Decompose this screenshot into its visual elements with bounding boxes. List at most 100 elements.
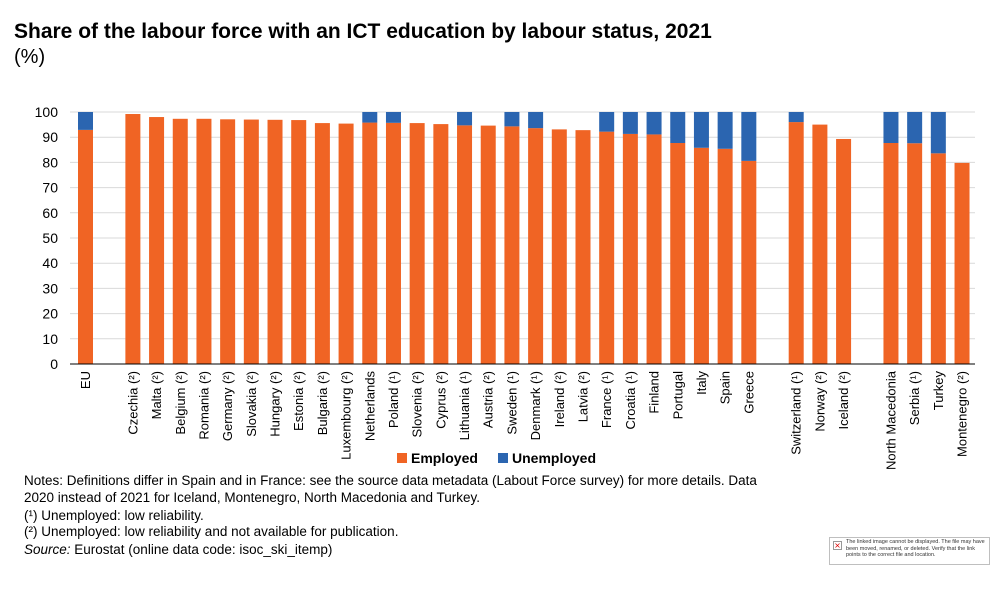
x-tick-label: Bulgaria (²) <box>315 371 330 435</box>
y-tick-label: 0 <box>50 356 58 372</box>
bar-employed-serbia <box>907 143 923 364</box>
broken-image-message: The linked image cannot be displayed. Th… <box>846 539 985 558</box>
bar-employed-italy <box>693 147 709 364</box>
x-tick-label: Iceland (²) <box>836 371 851 430</box>
x-tick-label: Netherlands <box>362 371 377 442</box>
x-tick-label: North Macedonia <box>883 370 898 470</box>
x-tick-label: France (¹) <box>599 371 614 428</box>
y-tick-label: 70 <box>42 180 58 196</box>
x-tick-label: Greece <box>741 371 756 414</box>
bar-employed-poland <box>385 122 401 364</box>
bar-employed-finland <box>646 134 662 364</box>
x-tick-label: Belgium (²) <box>173 371 188 435</box>
bar-employed-croatia <box>622 133 638 364</box>
y-tick-label: 20 <box>42 306 58 322</box>
source-label: Source: <box>24 542 71 557</box>
bar-unemployed-portugal <box>670 112 686 143</box>
y-tick-label: 40 <box>42 255 58 271</box>
bar-employed-switzerland <box>788 122 804 364</box>
bar-unemployed-croatia <box>622 112 638 134</box>
notes-definitions: Notes: Definitions differ in Spain and i… <box>24 473 757 505</box>
x-tick-label: Lithuania (¹) <box>457 371 472 440</box>
bar-employed-portugal <box>670 142 686 364</box>
x-tick-label: Serbia (¹) <box>907 371 922 425</box>
bar-employed-latvia <box>575 130 591 364</box>
bar-employed-north-macedonia <box>883 142 899 364</box>
bar-employed-luxembourg <box>338 123 354 364</box>
legend: Employed Unemployed <box>397 450 596 466</box>
legend-swatch-unemployed <box>498 453 508 463</box>
bar-employed-hungary <box>267 119 283 364</box>
bar-employed-norway <box>812 124 828 364</box>
bar-employed-germany <box>220 119 236 364</box>
bar-employed-austria <box>480 125 496 364</box>
bar-unemployed-greece <box>741 112 757 161</box>
chart-title: Share of the labour force with an ICT ed… <box>14 20 712 43</box>
bar-unemployed-north-macedonia <box>883 112 899 143</box>
bar-employed-bulgaria <box>314 123 330 364</box>
bar-employed-malta <box>149 117 165 364</box>
bar-employed-greece <box>741 160 757 364</box>
bar-employed-lithuania <box>457 125 473 364</box>
bar-employed-romania <box>196 118 212 364</box>
bar-employed-montenegro <box>954 162 970 364</box>
bar-employed-ireland <box>551 129 567 364</box>
x-tick-label: Denmark (¹) <box>528 371 543 440</box>
x-tick-label: Czechia (²) <box>125 371 140 435</box>
x-tick-label: Latvia (²) <box>575 371 590 422</box>
bar-unemployed-italy <box>693 112 709 148</box>
x-tick-label: Slovakia (²) <box>244 371 259 437</box>
source-note: Source: Eurostat (online data code: isoc… <box>24 541 332 558</box>
x-tick-label: Croatia (¹) <box>623 371 638 430</box>
x-tick-label: Cyprus (²) <box>433 371 448 429</box>
y-tick-label: 10 <box>42 331 58 347</box>
x-tick-label: Germany (²) <box>220 371 235 441</box>
bar-unemployed-finland <box>646 112 662 135</box>
bar-employed-slovakia <box>243 119 259 364</box>
y-axis: 0 10 20 30 40 50 60 70 80 90 100 <box>35 104 59 372</box>
legend-swatch-employed <box>397 453 407 463</box>
bar-employed-estonia <box>291 120 307 365</box>
bar-employed-spain <box>717 148 733 364</box>
y-tick-label: 80 <box>42 154 58 170</box>
x-tick-label: Malta (²) <box>149 371 164 419</box>
bar-unemployed-spain <box>717 112 733 149</box>
x-tick-label: Luxembourg (²) <box>339 371 354 460</box>
bar-employed-slovenia <box>409 123 425 364</box>
y-tick-label: 50 <box>42 230 58 246</box>
x-axis: EU Czechia (²) Malta (²) Belgium (²) Romania… <box>70 363 975 470</box>
bar-unemployed-poland <box>385 112 401 123</box>
x-tick-label: EU <box>78 371 93 389</box>
legend-label-employed: Employed <box>411 450 478 466</box>
x-tick-label: Italy <box>694 371 709 395</box>
x-tick-label: Finland <box>647 371 662 414</box>
y-tick-label: 90 <box>42 129 58 145</box>
bar-employed-eu <box>78 129 93 364</box>
bar-unemployed-switzerland <box>788 112 804 123</box>
x-tick-label: Poland (¹) <box>386 371 401 428</box>
bar-unemployed-netherlands <box>362 112 378 123</box>
legend-label-unemployed: Unemployed <box>512 450 596 466</box>
note-footnote-2: (²) Unemployed: low reliability and not … <box>24 524 399 539</box>
x-tick-label: Norway (²) <box>812 371 827 432</box>
chart-subtitle: (%) <box>14 46 46 68</box>
x-tick-label: Ireland (²) <box>552 371 567 427</box>
bar-employed-sweden <box>504 126 520 364</box>
bar-chart: 0 10 20 30 40 50 60 70 80 90 100 EU Czechia (²) Malt… <box>35 104 975 470</box>
note-footnote-1: (¹) Unemployed: low reliability. <box>24 508 204 523</box>
bar-employed-iceland <box>836 138 852 364</box>
x-tick-label: Spain <box>718 371 733 404</box>
bar-employed-cyprus <box>433 124 449 364</box>
x-tick-label: Portugal <box>670 371 685 420</box>
bar-employed-netherlands <box>362 122 378 364</box>
bar-unemployed-eu <box>78 112 93 130</box>
x-tick-label: Slovenia (²) <box>410 371 425 437</box>
bar-unemployed-denmark <box>528 112 544 129</box>
y-tick-label: 100 <box>35 104 59 120</box>
y-tick-label: 30 <box>42 280 58 296</box>
x-tick-label: Romania (²) <box>196 371 211 440</box>
bar-unemployed-france <box>599 112 615 132</box>
x-tick-label: Montenegro (²) <box>955 371 970 457</box>
bar-unemployed-sweden <box>504 112 520 127</box>
bar-employed-belgium <box>172 118 188 364</box>
